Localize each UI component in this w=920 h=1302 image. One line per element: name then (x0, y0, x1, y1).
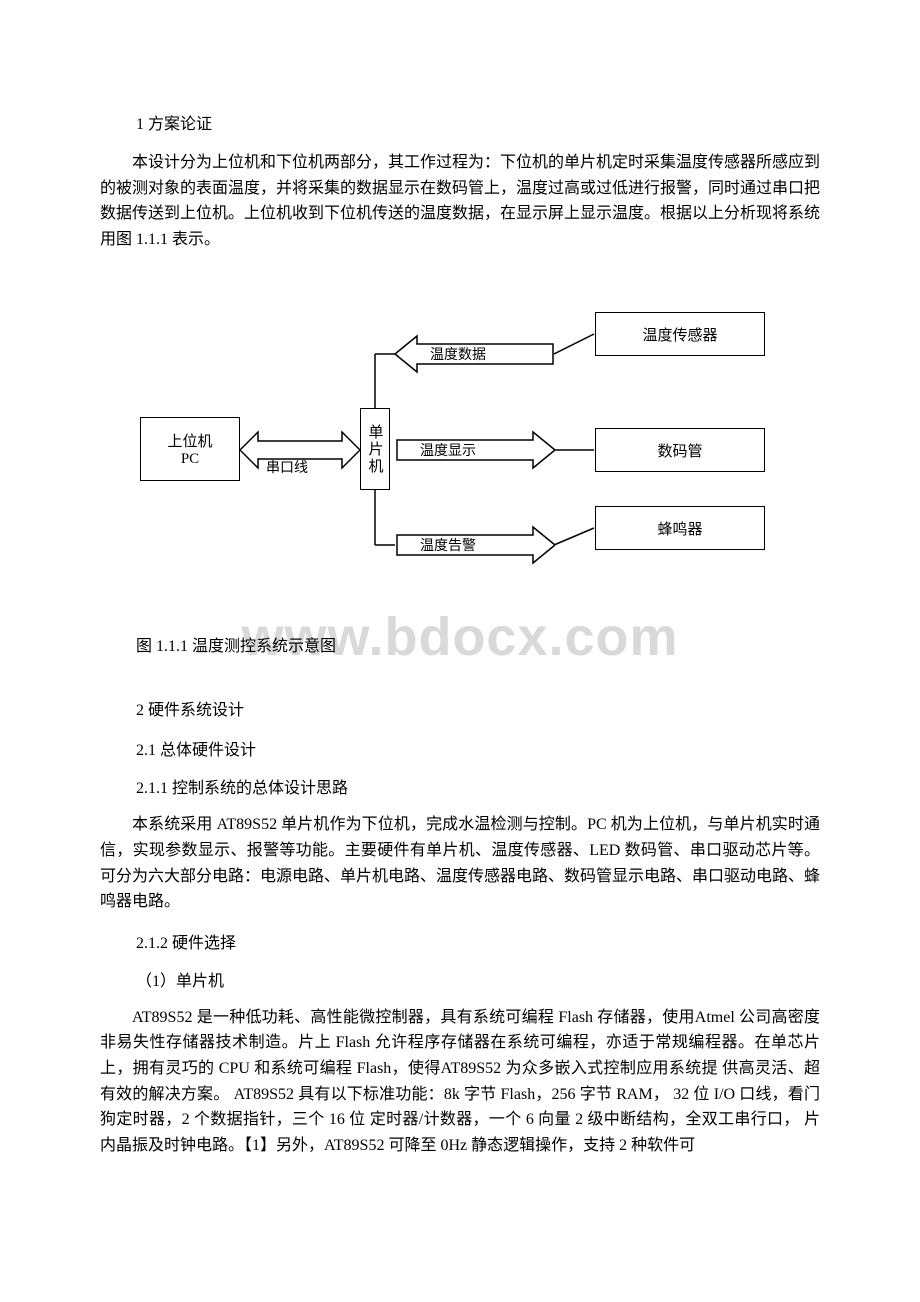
diagram-caption: 图 1.1.1 温度测控系统示意图 (136, 632, 820, 656)
line-mcu-alarm (370, 488, 400, 548)
section-2-1-2-heading: 2.1.2 硬件选择 (136, 929, 820, 953)
section-2-para2: AT89S52 是一种低功耗、高性能微控制器，具有系统可编程 Flash 存储器… (100, 1005, 820, 1159)
section-2-heading: 2 硬件系统设计 (136, 696, 820, 720)
section-1-heading: 1 方案论证 (136, 110, 820, 134)
diagram-node-pc: 上位机 PC (140, 417, 240, 481)
diagram-label-serial: 串口线 (266, 457, 308, 477)
diagram-label-tempdata: 温度数据 (430, 344, 486, 364)
line-tempdata-mcu (370, 352, 400, 422)
diagram-node-buzzer: 蜂鸣器 (595, 506, 765, 550)
line-led (554, 448, 596, 452)
section-2-para1: 本系统采用 AT89S52 单片机作为下位机，完成水温检测与控制。PC 机为上位… (100, 812, 820, 914)
diagram-node-led: 数码管 (595, 428, 765, 472)
section-2-1-1-heading: 2.1.1 控制系统的总体设计思路 (136, 774, 820, 798)
diagram-label-tempdisplay: 温度显示 (420, 440, 476, 460)
diagram-label-tempalarm: 温度告警 (420, 535, 476, 555)
section-2-1-heading: 2.1 总体硬件设计 (136, 736, 820, 760)
line-sensor (554, 332, 596, 356)
document-content: 1 方案论证 本设计分为上位机和下位机两部分，其工作过程为：下位机的单片机定时采… (100, 110, 820, 1158)
diagram-node-sensor: 温度传感器 (595, 312, 765, 356)
line-buzzer (554, 526, 596, 548)
section-1-para: 本设计分为上位机和下位机两部分，其工作过程为：下位机的单片机定时采集温度传感器所… (100, 150, 820, 252)
system-diagram: 上位机 PC 串口线 单片机 温度数据 温度显示 温度告警 (100, 282, 820, 622)
section-2-1-2-sub-heading: （1）单片机 (136, 967, 820, 991)
